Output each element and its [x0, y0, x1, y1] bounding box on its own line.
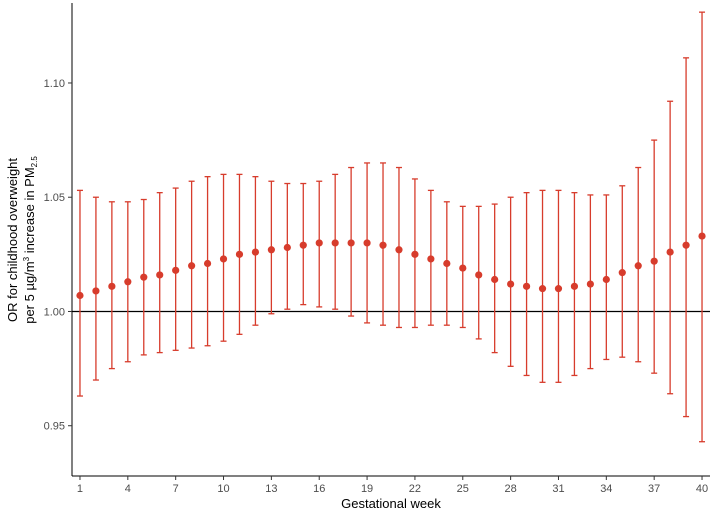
x-tick-label: 31	[552, 483, 564, 495]
data-point	[251, 248, 260, 256]
data-point	[347, 239, 355, 247]
y-tick-label: 1.10	[44, 78, 65, 90]
x-axis-title: Gestational week	[341, 496, 441, 511]
data-point	[427, 255, 435, 263]
data-point	[188, 262, 196, 270]
y-tick-label: 0.95	[44, 421, 65, 433]
data-point	[602, 275, 610, 284]
data-point	[522, 282, 531, 290]
error-bar	[651, 139, 658, 374]
x-tick-label: 19	[361, 483, 373, 495]
data-point	[586, 280, 594, 288]
x-tick-label: 40	[696, 483, 708, 495]
axes-layer	[71, 3, 710, 477]
data-point	[124, 278, 132, 286]
error-bar	[667, 100, 674, 395]
data-point	[379, 241, 387, 249]
y-axis-title-prefix: per 5 µg/m	[22, 261, 37, 323]
data-point	[172, 266, 180, 274]
data-point	[650, 257, 658, 265]
data-point	[283, 243, 291, 252]
x-tick-label: 37	[648, 483, 660, 495]
data-point	[475, 271, 483, 279]
data-point	[538, 285, 547, 293]
y-axis-title-line1: OR for childhood overweight	[5, 158, 20, 322]
data-point	[235, 250, 244, 258]
x-tick-label: 22	[409, 483, 421, 495]
x-tick-label: 4	[125, 483, 131, 495]
data-point	[363, 239, 371, 247]
x-tick-label: 16	[313, 483, 325, 495]
x-tick-label: 1	[77, 483, 83, 495]
data-point	[491, 275, 499, 284]
y-axis-title-subscript: 2.5	[30, 156, 39, 168]
error-bar	[683, 57, 690, 418]
data-point	[698, 232, 706, 240]
data-point	[140, 273, 148, 281]
error-bar	[699, 11, 706, 443]
data-point	[395, 246, 403, 254]
x-tick-label: 13	[265, 483, 277, 495]
x-tick-label: 7	[173, 483, 179, 495]
data-point	[618, 269, 626, 277]
data-point	[570, 282, 579, 290]
data-point	[507, 280, 515, 288]
data-point	[411, 250, 419, 258]
data-point	[156, 271, 164, 279]
data-point	[459, 264, 467, 272]
data-point	[219, 255, 228, 263]
x-tick-label: 34	[600, 483, 612, 495]
data-point	[76, 291, 84, 300]
y-tick-label: 1.05	[44, 192, 65, 204]
data-point	[267, 246, 275, 254]
data-point	[299, 241, 307, 249]
y-axis-title-line2: per 5 µg/m3 increase in PM2.5	[22, 156, 39, 324]
data-point	[331, 239, 339, 247]
y-tick-label: 1.00	[44, 306, 65, 318]
data-point	[666, 248, 674, 256]
data-point	[634, 262, 642, 270]
x-tick-label: 25	[457, 483, 469, 495]
data-point	[554, 285, 563, 293]
data-point	[92, 287, 100, 295]
x-ticks: 1 4 7 10 13 16 19 22 25 28 31 34 37 40	[77, 476, 708, 495]
data-point	[203, 259, 212, 268]
data-point	[315, 239, 323, 247]
data-point	[682, 241, 690, 249]
x-tick-label: 28	[505, 483, 517, 495]
y-axis-title-superscript: 3	[22, 256, 31, 261]
data-point	[443, 259, 451, 268]
y-axis-title-middle: increase in PM	[22, 167, 37, 257]
data-point	[108, 282, 116, 290]
y-ticks: 0.95 1.00 1.05 1.10	[44, 78, 72, 433]
error-bars-layer	[76, 11, 706, 443]
x-tick-label: 10	[217, 483, 229, 495]
points-layer	[76, 232, 706, 300]
